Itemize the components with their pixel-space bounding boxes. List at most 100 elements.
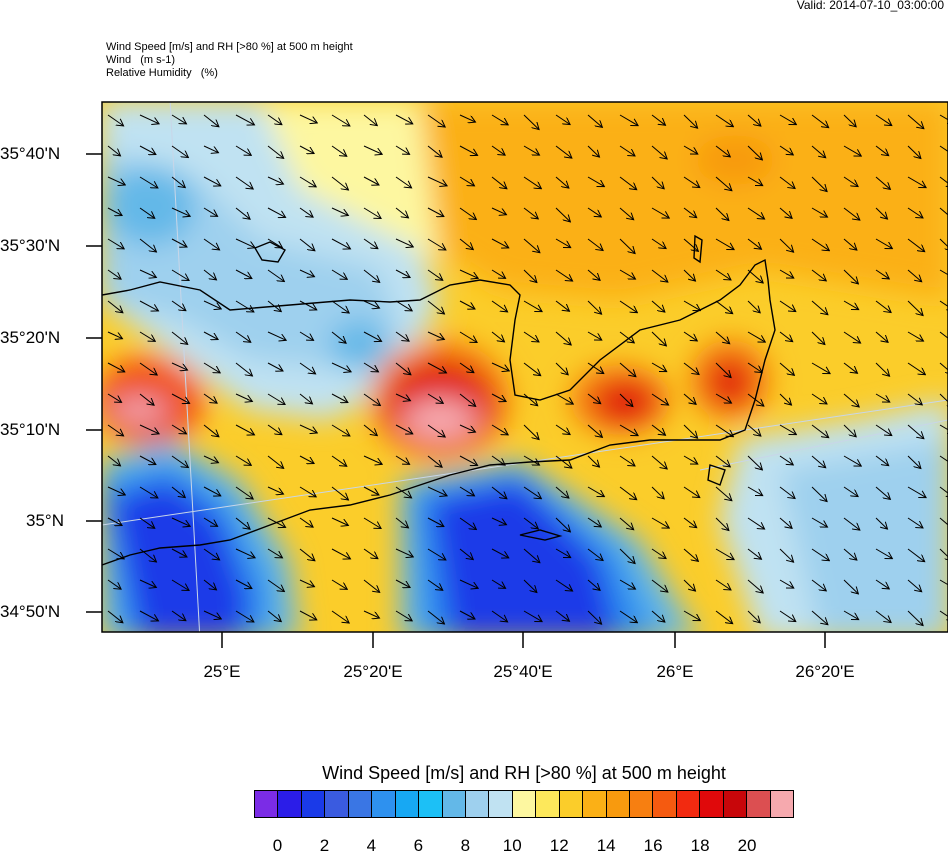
colorbar-tick-label: 2 <box>319 836 330 855</box>
wind-vector <box>939 393 948 408</box>
title-line-1: Wind Speed [m/s] and RH [>80 %] at 500 m… <box>106 41 353 53</box>
wind-vector <box>331 393 348 403</box>
colorbar-cell <box>489 791 513 817</box>
wind-vector <box>459 114 476 122</box>
colorbar-cell <box>536 791 560 817</box>
wind-vector <box>203 579 217 590</box>
wind-vector <box>139 300 159 311</box>
wind-vector <box>715 145 730 157</box>
wind-vector <box>875 269 889 279</box>
colorbar-tick-label: 18 <box>690 836 710 855</box>
wind-vector <box>651 176 664 189</box>
wind-vector <box>363 300 380 308</box>
wind-vector <box>683 455 698 464</box>
wind-vector <box>139 114 159 124</box>
wind-vector <box>587 331 602 340</box>
wind-vector <box>395 362 411 375</box>
wind-vector <box>459 424 476 432</box>
wind-vector <box>171 548 187 557</box>
wind-vector <box>683 548 698 561</box>
wind-vector <box>875 517 888 529</box>
wind-vector <box>555 424 570 435</box>
wind-vector <box>651 114 666 125</box>
wind-vector <box>747 579 763 593</box>
wind-vector <box>331 269 347 279</box>
wind-vector <box>395 176 412 188</box>
colorbar-cell <box>372 791 396 817</box>
wind-vector <box>651 486 664 499</box>
wind-vector <box>203 486 221 496</box>
wind-vector <box>267 238 283 248</box>
wind-vector <box>587 145 600 157</box>
plot-frame <box>101 101 948 633</box>
wind-vector <box>843 486 858 497</box>
wind-vector <box>107 114 124 126</box>
wind-vector <box>491 145 505 155</box>
wind-vector <box>875 238 892 249</box>
wind-vector <box>235 548 255 558</box>
wind-vector <box>651 393 669 405</box>
wind-vector <box>235 207 250 219</box>
wind-vector <box>107 579 121 589</box>
colorbar-cell <box>747 791 771 817</box>
wind-vector <box>139 176 158 188</box>
lat-label-3530: 35°30'N <box>0 236 61 255</box>
wind-vector <box>459 269 478 278</box>
wind-vector <box>907 610 923 626</box>
wind-vector <box>459 517 476 530</box>
colorbar-cell <box>770 791 794 817</box>
wind-vector <box>331 579 347 589</box>
wind-vector <box>171 393 190 403</box>
wind-vector <box>587 517 601 527</box>
wind-vector <box>779 362 794 375</box>
wind-vector <box>619 145 635 156</box>
wind-vector <box>267 207 286 217</box>
wind-vector <box>235 579 252 589</box>
wind-vector <box>875 393 890 402</box>
wind-vector <box>203 207 218 216</box>
wind-vector <box>587 610 602 624</box>
wind-vector <box>107 362 125 372</box>
wind-vector <box>779 176 795 189</box>
lon-label-2620e: 26°20'E <box>795 662 855 681</box>
wind-vector <box>939 176 948 187</box>
wind-vector <box>107 393 122 402</box>
wind-vector <box>139 548 157 562</box>
wind-vector <box>267 610 281 622</box>
wind-vector <box>747 145 762 160</box>
wind-vector <box>619 362 636 377</box>
wind-vector <box>523 548 540 563</box>
wind-vector <box>715 269 731 280</box>
wind-vector <box>555 486 569 498</box>
wind-vector <box>427 331 444 340</box>
wind-vector <box>619 579 636 589</box>
colorbar-cell <box>278 791 302 817</box>
wind-vector <box>811 114 829 128</box>
wind-vector <box>299 393 313 404</box>
wind-vector <box>107 331 123 339</box>
wind-vector <box>203 393 217 403</box>
wind-vector <box>779 424 796 435</box>
wind-vector <box>747 548 762 559</box>
wind-vector <box>235 486 253 499</box>
wind-vector <box>811 300 828 315</box>
wind-vector <box>843 393 859 407</box>
colorbar-cell <box>395 791 420 817</box>
wind-vector <box>939 610 948 621</box>
wind-vector <box>523 331 539 342</box>
wind-vector <box>523 176 541 189</box>
wind-vector <box>683 610 700 621</box>
wind-vector <box>459 610 475 619</box>
colorbar-cell <box>325 791 349 817</box>
wind-vector <box>939 486 948 497</box>
wind-vector <box>747 424 761 436</box>
wind-vector <box>267 362 283 371</box>
wind-vector <box>363 269 380 282</box>
wind-vector <box>427 517 444 527</box>
wind-vector <box>491 114 508 125</box>
wind-vector <box>107 455 121 466</box>
field-layer <box>102 102 948 632</box>
wind-vector <box>331 176 349 190</box>
wind-vector <box>843 455 861 466</box>
